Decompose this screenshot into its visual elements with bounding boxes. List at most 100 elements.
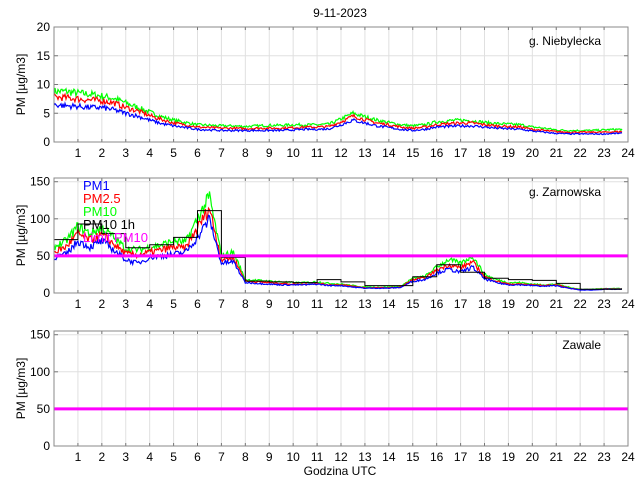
x-tick-label: 17 (454, 297, 468, 311)
x-tick-label: 18 (478, 450, 492, 464)
series-pm1 (53, 214, 622, 291)
x-tick-label: 10 (286, 297, 300, 311)
y-axis-label: PM [µg/m3] (14, 358, 28, 420)
x-tick-label: 22 (573, 297, 587, 311)
x-tick-label: 21 (550, 146, 564, 160)
x-tick-label: 7 (218, 297, 225, 311)
y-tick-label: 0 (43, 439, 50, 453)
legend-entry: Limit PM10 (83, 230, 148, 245)
x-tick-label: 20 (526, 297, 540, 311)
x-tick-label: 14 (382, 146, 396, 160)
x-tick-label: 7 (218, 146, 225, 160)
panel-1: 1 2 3 4 5 6 7 8 9 10 11 12 13 14 15 16 17 18 19 20 21 22 23 240… (14, 175, 635, 311)
y-tick-label: 5 (43, 106, 50, 120)
x-tick-label: 16 (430, 297, 444, 311)
axes-box (53, 330, 629, 447)
x-tick-label: 9 (266, 450, 273, 464)
x-tick-label: 21 (550, 297, 564, 311)
x-tick-label: 8 (242, 297, 249, 311)
x-tick-label: 4 (146, 146, 153, 160)
x-tick-label: 23 (597, 450, 611, 464)
panel-2: 1 2 3 4 5 6 7 8 9 10 11 12 13 14 15 16 17 18 19 20 21 22 23 240… (14, 328, 635, 464)
y-tick-label: 50 (37, 402, 51, 416)
x-tick-label: 8 (242, 146, 249, 160)
y-tick-label: 20 (37, 20, 51, 34)
x-tick-label: 19 (502, 450, 516, 464)
x-tick-label: 1 (75, 146, 82, 160)
x-tick-label: 6 (194, 297, 201, 311)
x-tick-label: 9 (266, 146, 273, 160)
x-tick-label: 4 (146, 297, 153, 311)
y-tick-label: 10 (37, 78, 51, 92)
x-tick-label: 7 (218, 450, 225, 464)
axes-box (53, 177, 629, 294)
station-label: g. Zarnowska (529, 185, 601, 199)
axes-box (53, 26, 629, 143)
x-tick-label: 18 (478, 146, 492, 160)
x-tick-label: 24 (621, 146, 635, 160)
x-tick-label: 19 (502, 297, 516, 311)
y-tick-label: 50 (37, 249, 51, 263)
x-tick-label: 5 (170, 450, 177, 464)
x-tick-label: 9 (266, 297, 273, 311)
x-tick-label: 14 (382, 297, 396, 311)
y-tick-label: 0 (43, 286, 50, 300)
series-pm1 (53, 101, 623, 136)
y-tick-label: 150 (30, 175, 50, 189)
y-tick-label: 15 (37, 49, 51, 63)
x-tick-label: 6 (194, 450, 201, 464)
x-tick-label: 5 (170, 146, 177, 160)
legend-entry: PM10 1h (83, 217, 135, 232)
x-tick-label: 3 (122, 146, 129, 160)
x-tick-label: 8 (242, 450, 249, 464)
legend-entry: PM10 (83, 204, 117, 219)
x-tick-label: 16 (430, 450, 444, 464)
x-tick-label: 17 (454, 450, 468, 464)
x-tick-label: 13 (358, 450, 372, 464)
x-tick-label: 24 (621, 297, 635, 311)
x-tick-label: 6 (194, 146, 201, 160)
x-tick-label: 12 (334, 450, 348, 464)
x-tick-label: 3 (122, 297, 129, 311)
x-tick-label: 20 (526, 146, 540, 160)
x-tick-label: 24 (621, 450, 635, 464)
station-label: g. Niebylecka (529, 34, 601, 48)
series-pm25 (53, 92, 623, 134)
x-tick-label: 18 (478, 297, 492, 311)
x-tick-label: 13 (358, 297, 372, 311)
x-tick-label: 19 (502, 146, 516, 160)
x-tick-label: 2 (98, 146, 105, 160)
panel-0: 1 2 3 4 5 6 7 8 9 10 11 12 13 14 15 16 17 18 19 20 21 22 23 240… (14, 20, 635, 160)
y-tick-label: 100 (30, 365, 50, 379)
y-tick-label: 150 (30, 328, 50, 342)
x-tick-label: 11 (311, 450, 324, 464)
x-tick-label: 16 (430, 146, 444, 160)
x-tick-label: 12 (334, 297, 348, 311)
y-tick-label: 0 (43, 135, 50, 149)
x-tick-label: 10 (286, 450, 300, 464)
x-tick-label: 11 (311, 146, 324, 160)
x-tick-label: 23 (597, 297, 611, 311)
x-tick-label: 3 (122, 450, 129, 464)
x-tick-label: 15 (406, 450, 420, 464)
x-tick-label: 23 (597, 146, 611, 160)
station-label: Zawale (562, 338, 601, 352)
x-tick-label: 20 (526, 450, 540, 464)
x-tick-label: 14 (382, 450, 396, 464)
y-axis-label: PM [µg/m3] (14, 54, 28, 116)
y-tick-label: 100 (30, 212, 50, 226)
series-pm10-1h (54, 210, 622, 290)
legend-entry: PM1 (83, 178, 110, 193)
x-tick-label: 12 (334, 146, 348, 160)
x-tick-label: 21 (550, 450, 564, 464)
y-axis-label: PM [µg/m3] (14, 205, 28, 267)
x-axis-label: Godzina UTC (304, 464, 377, 478)
x-tick-label: 15 (406, 146, 420, 160)
x-tick-label: 22 (573, 146, 587, 160)
x-tick-label: 2 (98, 450, 105, 464)
x-tick-label: 1 (75, 297, 82, 311)
x-tick-label: 15 (406, 297, 420, 311)
x-tick-label: 4 (146, 450, 153, 464)
x-tick-label: 17 (454, 146, 468, 160)
